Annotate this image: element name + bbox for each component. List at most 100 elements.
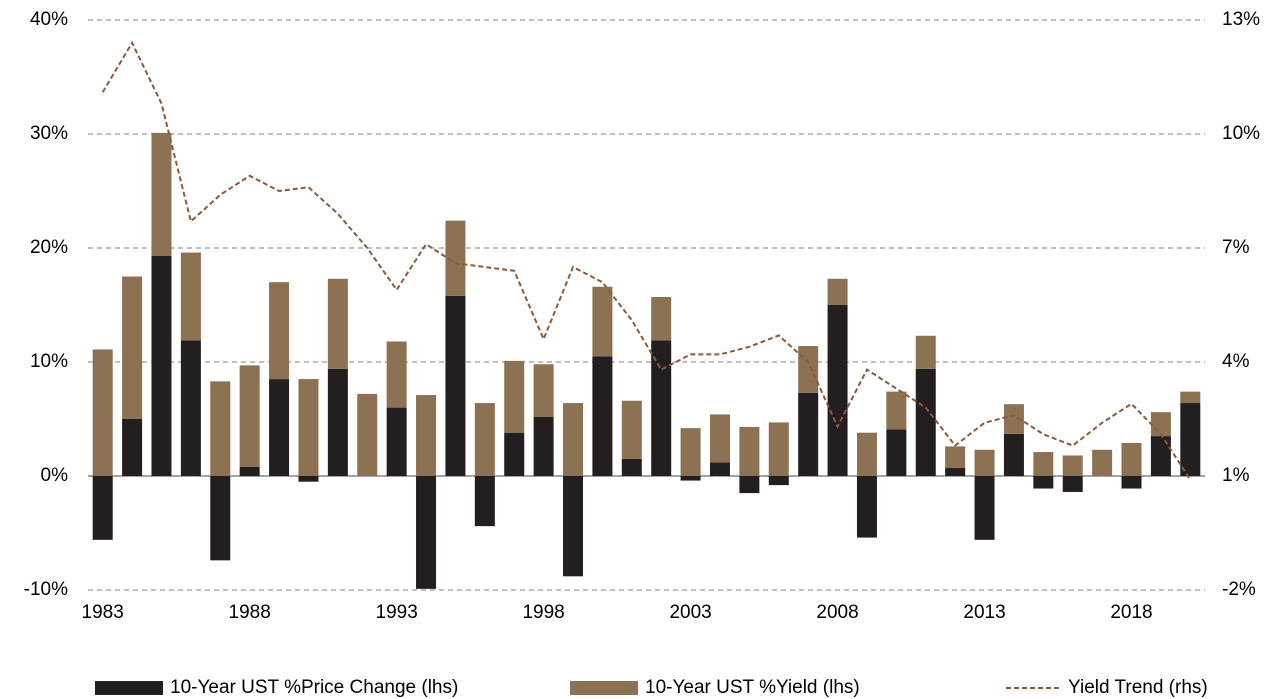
x-tick-label: 1988 [229,602,271,623]
bar [151,132,172,256]
x-tick-label: 1993 [376,602,418,623]
legend-swatch [95,681,163,695]
bar [386,341,407,408]
bar [621,400,642,459]
bar [621,458,642,476]
bar [1003,404,1024,434]
bar [180,340,201,476]
bar [1033,452,1054,476]
trend-line [101,40,1192,481]
bar [504,432,525,476]
bar [651,340,672,476]
bar [474,476,495,527]
bar [474,403,495,476]
bar [1062,455,1083,476]
bar [1180,403,1201,476]
bar [563,403,584,476]
bar [974,476,995,540]
bar [151,255,172,476]
bar [592,356,613,476]
bar [386,407,407,476]
bar [709,414,730,463]
bar [827,305,848,476]
bar [92,349,113,476]
bar [945,446,966,469]
bar [210,476,231,561]
bar [915,368,936,476]
x-tick-label: 2018 [1110,602,1152,623]
bar [1121,442,1142,476]
bar [1121,476,1142,489]
bar [504,360,525,433]
bar [592,286,613,357]
bar [1092,449,1113,476]
bar [709,462,730,476]
bar [739,426,760,476]
bar [856,476,877,538]
y-tick-label: 0% [41,465,69,486]
bar [798,346,819,393]
bar [239,466,260,476]
legend-swatch [570,681,638,695]
bar [915,335,936,369]
bar [533,364,554,417]
bar [1150,436,1171,476]
bar [357,393,378,476]
bar [856,432,877,476]
bar [416,395,437,476]
y2-tick-label: 13% [1222,9,1260,30]
bar [886,429,907,476]
bar [886,391,907,430]
bar [298,379,319,476]
bar [768,476,789,486]
bar [680,428,701,476]
bar [680,476,701,481]
bar [768,422,789,476]
bar [651,297,672,341]
y2-tick-label: 4% [1222,351,1250,372]
bar [563,476,584,577]
bar [445,220,466,296]
bar [798,392,819,476]
bar [1180,391,1201,404]
y-tick-label: 30% [30,123,68,144]
bar [533,416,554,476]
bar [269,282,290,380]
bar [1062,476,1083,492]
x-tick-label: 2008 [816,602,858,623]
y-tick-label: -10% [24,579,68,600]
y2-tick-label: 1% [1222,465,1250,486]
bar [298,476,319,482]
bar [739,476,760,494]
y2-tick-label: -2% [1222,579,1256,600]
x-tick-label: 1983 [82,602,124,623]
bar [269,379,290,476]
x-tick-label: 2003 [669,602,711,623]
y2-tick-label: 10% [1222,123,1260,144]
bar [180,252,201,341]
bar [974,449,995,476]
y-tick-label: 10% [30,351,68,372]
y2-tick-label: 7% [1222,237,1250,258]
bar [1003,433,1024,476]
legend-label: 10-Year UST %Price Change (lhs) [170,677,458,698]
bar [210,381,231,476]
bar [122,419,143,476]
bar [122,276,143,419]
y-tick-label: 20% [30,237,68,258]
bar [327,278,348,369]
bar [416,476,437,589]
bar [945,468,966,476]
bar [445,295,466,476]
bar [92,476,113,540]
x-tick-label: 2013 [963,602,1005,623]
legend-label: 10-Year UST %Yield (lhs) [645,677,860,698]
bar [1150,412,1171,437]
bar [1033,476,1054,489]
bar [827,278,848,305]
legend-label: Yield Trend (rhs) [1068,677,1208,698]
bar [239,365,260,467]
y-tick-label: 40% [30,9,68,30]
x-tick-label: 1998 [522,602,564,623]
